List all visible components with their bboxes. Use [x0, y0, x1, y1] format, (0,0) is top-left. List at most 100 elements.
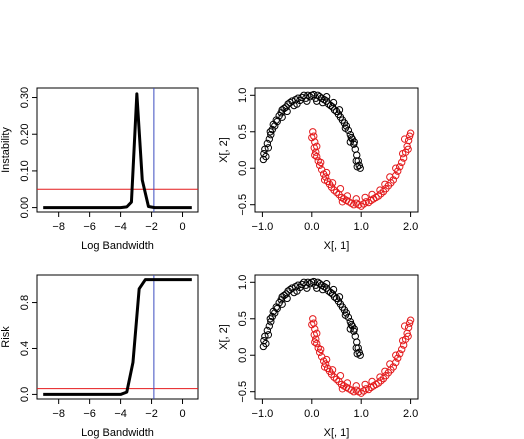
data-point: [268, 125, 276, 134]
data-point: [330, 293, 339, 301]
data-point: [386, 360, 394, 368]
y-tick-label: 0.20: [19, 124, 31, 145]
x-tick-label: 0: [179, 408, 185, 420]
data-point: [332, 375, 341, 384]
data-point: [396, 163, 404, 171]
series-line: [43, 278, 192, 396]
data-point: [404, 145, 412, 153]
data-point: [350, 138, 358, 146]
data-point: [268, 312, 276, 321]
data-point: [283, 294, 291, 303]
data-point: [262, 339, 270, 348]
data-point: [376, 186, 384, 194]
panel-risk: −8 −6 −4 −2 0 0.0 0.4 0.8 Log Bandwidth Risk: [0, 274, 199, 439]
series-line: [43, 92, 192, 210]
y-tick-label: −0.5: [237, 381, 249, 403]
x-tick-label: −2: [145, 221, 158, 233]
data-point: [377, 377, 385, 385]
data-point: [265, 322, 274, 330]
data-point: [364, 385, 373, 394]
x-tick-label: −6: [83, 221, 96, 233]
data-point: [400, 135, 409, 143]
data-point: [322, 280, 331, 288]
data-point: [311, 338, 319, 346]
data-point: [353, 350, 361, 358]
x-axis-label: X[, 1]: [324, 427, 350, 439]
y-axis-label: Instability: [0, 127, 12, 173]
x-tick-label: −4: [114, 221, 127, 233]
data-point: [293, 100, 301, 108]
y-axis-label: Risk: [0, 326, 12, 348]
data-point: [328, 366, 337, 374]
data-point: [267, 317, 275, 326]
data-point: [357, 389, 365, 397]
data-point: [311, 151, 319, 159]
x-axis-label: X[, 1]: [324, 240, 350, 252]
data-point: [398, 149, 407, 158]
data-point: [404, 323, 413, 332]
data-point: [310, 319, 318, 327]
y-tick-label: 0.30: [19, 87, 31, 108]
data-point: [308, 320, 316, 329]
x-tick-label: −1.0: [252, 408, 274, 420]
data-point: [398, 336, 407, 345]
data-point: [318, 98, 327, 107]
data-point: [361, 380, 369, 389]
x-tick-label: 0: [179, 221, 185, 233]
panel-scatter-top: −1.0 0.0 1.0 2.0 −0.5 0.0 0.5 1.0 X[, 1] X[, 2]: [218, 87, 419, 252]
x-tick-label: 1.0: [354, 408, 369, 420]
x-tick-label: 1.0: [354, 221, 369, 233]
data-point: [392, 164, 400, 172]
data-point: [308, 133, 316, 142]
data-point: [330, 106, 339, 114]
y-tick-label: 0.5: [237, 124, 249, 139]
data-point: [341, 124, 350, 132]
x-tick-label: −1.0: [252, 221, 274, 233]
data-point: [381, 180, 389, 188]
panel-scatter-bottom: −1.0 0.0 1.0 2.0 −0.5 0.0 0.5 1.0 X[, 1] X[, 2]: [218, 274, 419, 439]
data-point: [368, 190, 376, 199]
data-point: [361, 193, 369, 202]
data-point: [352, 382, 360, 390]
data-point: [381, 367, 389, 375]
data-point: [293, 287, 301, 295]
data-point: [264, 331, 273, 339]
data-point: [309, 128, 317, 136]
data-point: [335, 293, 344, 301]
y-tick-label: 0.0: [19, 387, 31, 402]
data-point: [320, 363, 329, 371]
data-point: [266, 128, 275, 136]
data-point: [328, 179, 337, 187]
y-tick-label: 1.0: [237, 88, 249, 103]
data-point: [329, 98, 338, 107]
data-point: [303, 284, 311, 292]
data-point: [377, 190, 385, 198]
data-point: [350, 325, 358, 333]
data-point: [267, 130, 275, 139]
data-point: [313, 339, 321, 348]
data-point: [398, 345, 406, 354]
plot-frame: [254, 274, 419, 400]
data-point: [353, 163, 361, 171]
data-point: [336, 371, 345, 380]
y-tick-label: 0.8: [19, 295, 31, 310]
data-point: [320, 176, 329, 184]
data-point: [406, 316, 415, 324]
data-point: [332, 188, 341, 197]
y-tick-label: 0.0: [237, 161, 249, 176]
y-tick-label: 0.4: [19, 341, 31, 356]
data-point: [341, 311, 350, 319]
data-point: [313, 329, 321, 338]
data-point: [265, 135, 274, 143]
panel-instability: −8 −6 −4 −2 0 0.00 0.10 0.20 0.30 Log Bandwidth In…: [0, 87, 199, 252]
data-point: [316, 158, 325, 167]
x-tick-label: −8: [52, 221, 65, 233]
data-point: [264, 144, 273, 152]
y-tick-label: 1.0: [237, 275, 249, 290]
x-axis-label: Log Bandwidth: [81, 427, 154, 439]
data-point: [404, 332, 412, 340]
data-point: [346, 138, 355, 146]
data-point: [283, 107, 291, 116]
data-point: [322, 93, 331, 101]
data-point: [386, 173, 394, 181]
